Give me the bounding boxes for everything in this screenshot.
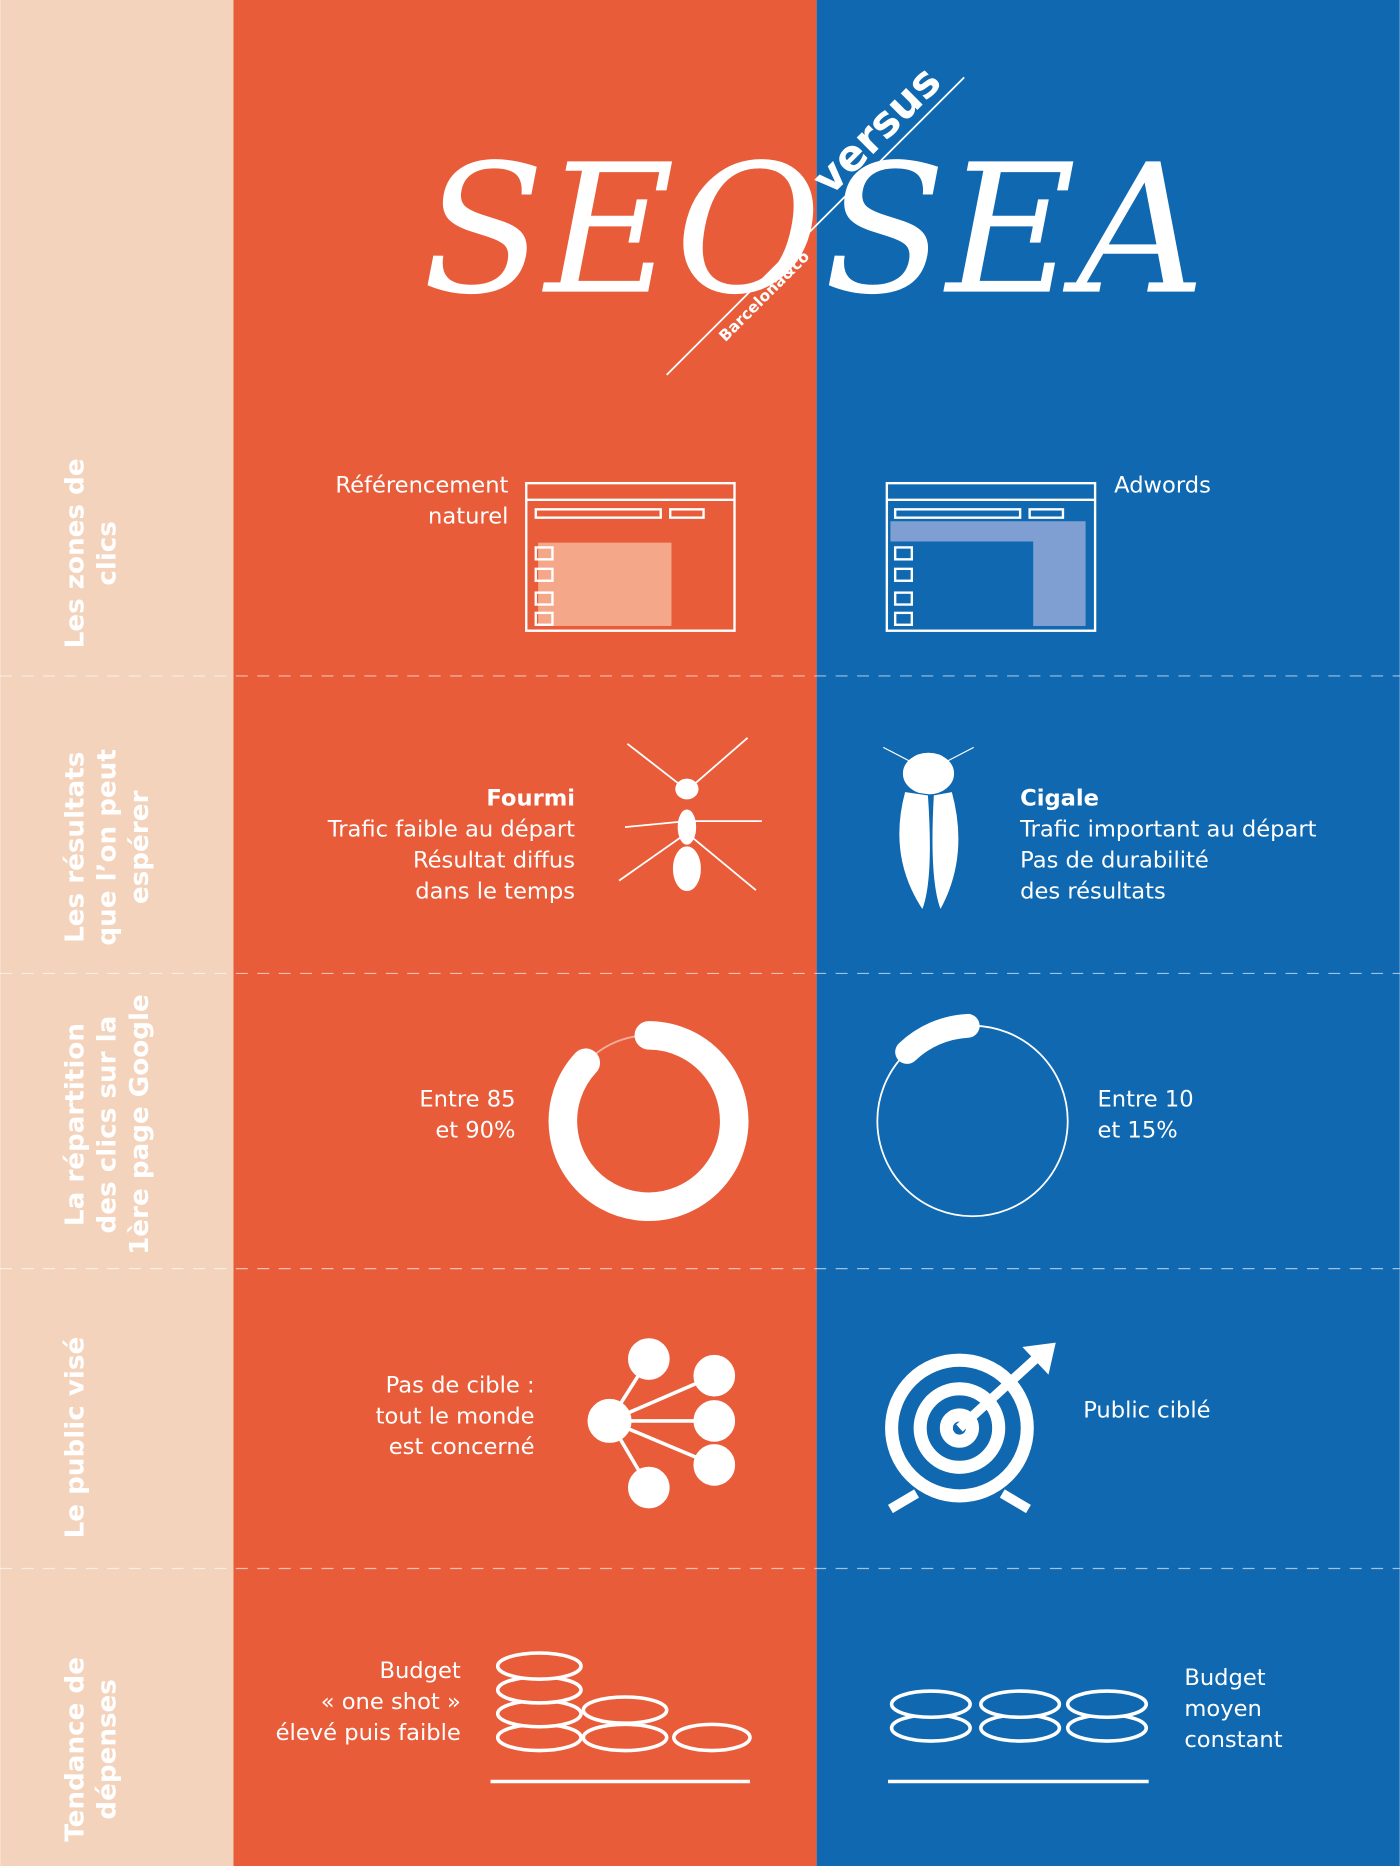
row-label: dépenses xyxy=(93,1679,123,1820)
seo-column xyxy=(233,0,817,1866)
sea-text: Budget xyxy=(1184,1665,1265,1691)
seo-heading: Fourmi xyxy=(486,786,575,812)
sea-text: Trafic important au départ xyxy=(1019,817,1317,843)
row-label: Le public visé xyxy=(61,1337,91,1539)
divider-line xyxy=(666,76,965,376)
title-seo: SEO xyxy=(422,127,821,335)
seo-text: naturel xyxy=(428,504,508,530)
coins-seo xyxy=(490,1651,752,1784)
row-label: 1ère page Google xyxy=(125,994,155,1255)
seo-text: est concerné xyxy=(389,1434,535,1460)
sea-text: Pas de durabilité xyxy=(1020,848,1209,874)
seo-text: Pas de cible : xyxy=(386,1372,535,1398)
seo-text: et 90% xyxy=(435,1118,515,1144)
seo-text: Budget xyxy=(379,1658,460,1684)
ant-icon xyxy=(618,737,762,892)
seo-text: Référencement xyxy=(335,473,508,499)
sea-text: et 15% xyxy=(1097,1118,1177,1144)
coins-sea xyxy=(888,1689,1149,1784)
ring-seo xyxy=(548,1021,749,1221)
sea-text: des résultats xyxy=(1020,878,1166,904)
seo-text: dans le temps xyxy=(415,878,575,904)
sea-heading: Cigale xyxy=(1020,786,1099,812)
title-sea: SEA xyxy=(824,127,1206,335)
row-label: Les zones de xyxy=(61,458,91,648)
target-icon xyxy=(885,1342,1056,1514)
row-label: Tendance de xyxy=(61,1657,91,1842)
row-label: que l’on peut xyxy=(93,749,123,946)
seo-text: « one shot » xyxy=(321,1689,461,1715)
row-label: espérer xyxy=(125,791,155,904)
row-label: clics xyxy=(93,521,123,586)
sea-text: moyen xyxy=(1184,1696,1261,1722)
separators xyxy=(0,675,1400,1570)
network-icon xyxy=(587,1338,736,1509)
row-label: La répartition xyxy=(61,1023,91,1226)
sea-text: constant xyxy=(1184,1727,1282,1753)
label-column xyxy=(0,0,234,1866)
seo-text: Trafic faible au départ xyxy=(327,817,575,843)
sea-text: Entre 10 xyxy=(1097,1087,1193,1113)
sea-column xyxy=(816,0,1400,1866)
cicada-icon xyxy=(882,746,974,912)
seo-text: tout le monde xyxy=(376,1403,535,1429)
sea-text: Adwords xyxy=(1114,473,1211,499)
sea-text: Public ciblé xyxy=(1083,1397,1210,1423)
browser-icon-seo xyxy=(525,481,736,632)
row-label: des clics sur la xyxy=(93,1016,123,1234)
ring-sea xyxy=(876,1013,1069,1218)
row-label: Les résultats xyxy=(61,752,91,943)
seo-text: Résultat diffus xyxy=(413,848,575,874)
seo-text: élevé puis faible xyxy=(276,1720,461,1746)
browser-icon-sea xyxy=(885,481,1097,632)
seo-text: Entre 85 xyxy=(419,1087,515,1113)
